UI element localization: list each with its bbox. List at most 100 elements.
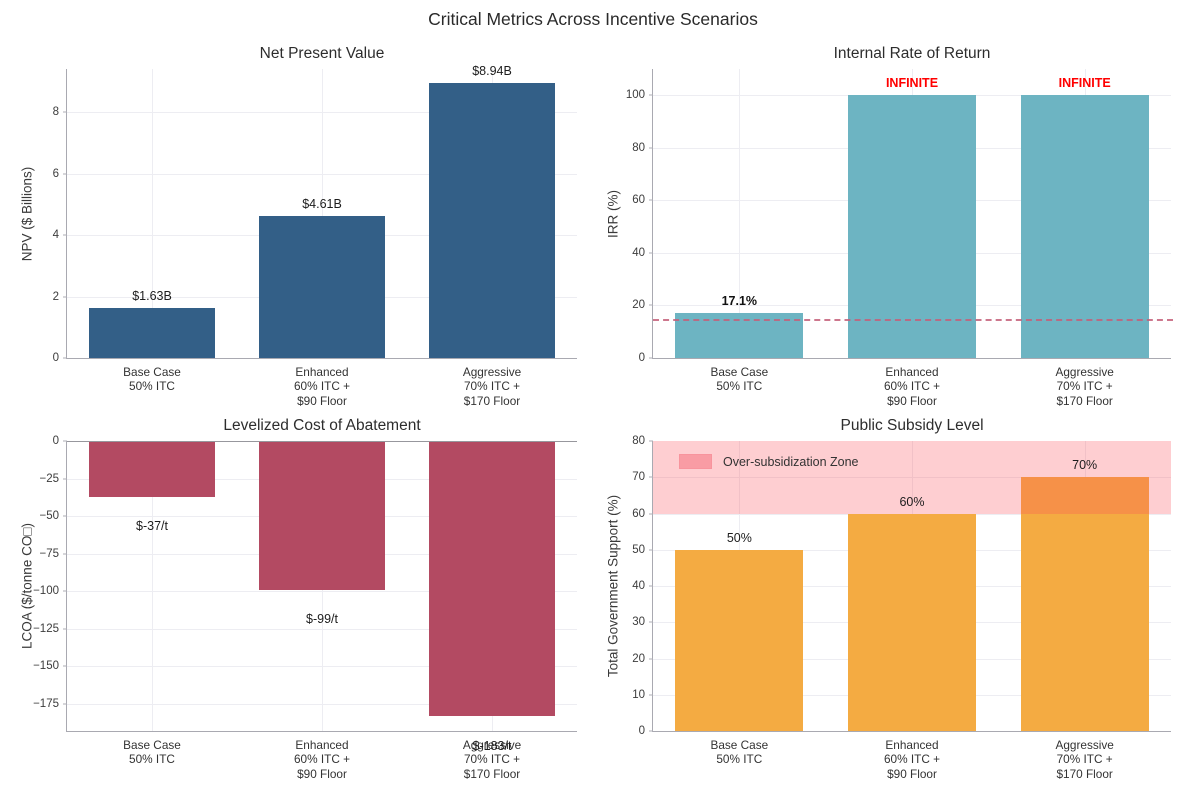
y-tick-label: 20 xyxy=(632,299,645,312)
y-tick-mark xyxy=(63,665,67,667)
y-tick-mark xyxy=(63,111,67,113)
y-tick-mark xyxy=(649,94,653,96)
x-category-label: Enhanced 60% ITC + $90 Floor xyxy=(883,738,941,781)
y-tick-label: −100 xyxy=(33,585,59,598)
y-tick-mark xyxy=(649,658,653,659)
y-tick-mark xyxy=(63,628,67,630)
y-tick-label: −150 xyxy=(33,660,59,673)
y-tick-mark xyxy=(63,173,67,175)
chart-title-irr: Internal Rate of Return xyxy=(833,45,991,62)
y-tick-label: 30 xyxy=(632,616,645,629)
y-tick-label: −125 xyxy=(33,622,59,635)
y-tick-mark xyxy=(63,296,67,297)
figure-title: Critical Metrics Across Incentive Scenar… xyxy=(428,9,758,29)
y-tick-label: 60 xyxy=(632,194,645,207)
y-tick-label: −50 xyxy=(39,510,59,523)
x-category-label: Enhanced 60% ITC + $90 Floor xyxy=(883,365,941,408)
over-subsidization-zone xyxy=(653,441,1171,514)
y-tick-label: 0 xyxy=(52,352,59,364)
y-tick-mark xyxy=(649,513,653,514)
gridline-horizontal xyxy=(653,477,1171,479)
bar-value-label: INFINITE xyxy=(885,76,939,91)
y-tick-mark xyxy=(649,252,653,254)
bar-lcoa-1 xyxy=(259,441,385,590)
y-tick-mark xyxy=(649,199,653,201)
chart-title-lcoa: Levelized Cost of Abatement xyxy=(223,417,421,434)
y-axis-label-subsidy: Total Government Support (%) xyxy=(605,494,621,678)
y-tick-label: 6 xyxy=(52,167,59,180)
bar-npv-2 xyxy=(429,83,555,358)
bar-irr-2 xyxy=(1020,95,1149,358)
bar-npv-1 xyxy=(259,216,385,358)
bar-value-label: 60% xyxy=(899,494,925,509)
y-tick-label: 10 xyxy=(632,688,645,701)
y-tick-mark xyxy=(649,304,653,306)
y-tick-label: 20 xyxy=(632,652,645,665)
bar-value-label: $-37/t xyxy=(136,519,168,534)
y-tick-label: 2 xyxy=(52,290,59,303)
bar-subsidy-0 xyxy=(675,549,804,731)
legend-over-subsidization: Over-subsidization Zone xyxy=(679,454,858,469)
y-tick-label: 60 xyxy=(632,507,645,520)
subplot-public-subsidy-level: Public Subsidy Level Total Government Su… xyxy=(606,417,1171,781)
y-tick-label: 0 xyxy=(638,352,645,364)
x-category-label: Enhanced 60% ITC + $90 Floor xyxy=(293,365,351,408)
x-category-label: Base Case 50% ITC xyxy=(123,738,181,767)
gridline-horizontal xyxy=(67,591,577,593)
bar-lcoa-0 xyxy=(89,441,215,497)
y-tick-label: 8 xyxy=(52,106,59,119)
y-tick-mark xyxy=(649,549,653,551)
y-tick-mark xyxy=(63,478,67,480)
y-tick-label: 0 xyxy=(638,725,645,737)
x-category-label: Aggressive 70% ITC + $170 Floor xyxy=(462,738,522,781)
chart-title-subsidy: Public Subsidy Level xyxy=(840,417,984,434)
gridline-vertical xyxy=(152,69,153,358)
y-tick-label: 0 xyxy=(52,435,59,447)
bar-value-label: 50% xyxy=(726,530,752,545)
bar-value-label: $8.94B xyxy=(472,64,512,79)
y-tick-label: 100 xyxy=(625,89,645,102)
bar-value-label: INFINITE xyxy=(1058,76,1111,91)
y-tick-mark xyxy=(649,147,653,149)
y-tick-label: 80 xyxy=(632,141,645,154)
chart-title-npv: Net Present Value xyxy=(259,45,385,62)
bar-npv-0 xyxy=(89,307,215,358)
y-tick-mark xyxy=(63,703,67,705)
x-category-label: Base Case 50% ITC xyxy=(710,365,769,394)
y-tick-mark xyxy=(649,694,653,696)
bar-value-label: $4.61B xyxy=(302,197,342,212)
y-tick-mark xyxy=(649,357,653,359)
gridline-horizontal xyxy=(67,703,577,705)
subplot-internal-rate-of-return: Internal Rate of Return IRR (%) 0 20 40 60 8… xyxy=(606,45,1173,408)
y-tick-label: 4 xyxy=(52,229,59,242)
y-tick-mark xyxy=(649,730,653,732)
y-axis-label-irr: IRR (%) xyxy=(605,189,621,238)
y-tick-mark xyxy=(63,553,67,555)
y-tick-label: 70 xyxy=(632,471,645,484)
y-tick-mark xyxy=(63,590,67,592)
x-category-label: Enhanced 60% ITC + $90 Floor xyxy=(293,738,351,781)
y-tick-mark xyxy=(649,585,653,587)
y-tick-label: 50 xyxy=(632,543,645,556)
y-tick-mark xyxy=(63,357,67,359)
y-tick-label: −75 xyxy=(39,547,59,560)
gridline-vertical xyxy=(739,69,741,358)
bar-value-label: $-99/t xyxy=(306,612,338,627)
bar-value-label: $-183/t xyxy=(472,738,512,753)
y-tick-label: 80 xyxy=(632,435,645,447)
bar-lcoa-2 xyxy=(429,441,555,716)
x-category-label: Aggressive 70% ITC + $170 Floor xyxy=(1055,738,1114,781)
x-category-label: Aggressive 70% ITC + $170 Floor xyxy=(462,365,522,408)
y-tick-label: 40 xyxy=(632,580,645,592)
bar-value-label: 70% xyxy=(1072,458,1098,473)
bar-subsidy-1 xyxy=(848,513,976,731)
gridline-horizontal xyxy=(67,112,577,114)
y-tick-mark xyxy=(63,440,67,442)
y-tick-label: −25 xyxy=(39,472,59,485)
bar-value-label: $1.63B xyxy=(132,288,172,303)
y-tick-mark xyxy=(63,515,67,517)
y-tick-label: 40 xyxy=(632,246,645,259)
zero-axis-line xyxy=(67,441,577,442)
x-category-label: Base Case 50% ITC xyxy=(710,738,769,767)
